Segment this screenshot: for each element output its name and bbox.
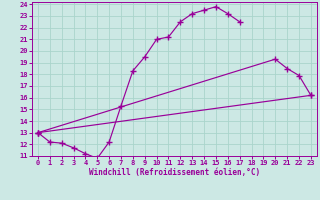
X-axis label: Windchill (Refroidissement éolien,°C): Windchill (Refroidissement éolien,°C) bbox=[89, 168, 260, 177]
